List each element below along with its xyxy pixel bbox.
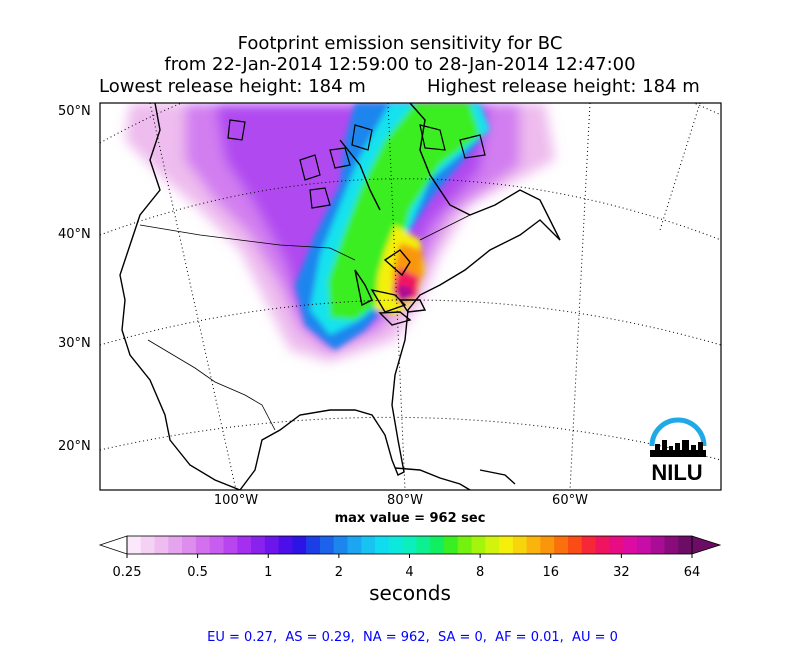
colorbar-cell: [388, 536, 404, 554]
colorbar-tick-label: 0.5: [187, 565, 208, 580]
colorbar-cell: [540, 536, 555, 554]
colorbar-cell: [678, 536, 693, 554]
colorbar-cell: [278, 536, 293, 554]
colorbar-tick-label: 0.25: [112, 565, 142, 580]
lon-label-60w: 60°W: [552, 493, 588, 508]
colorbar-cell: [333, 536, 349, 554]
colorbar-cell: [375, 536, 390, 554]
lat-label-20: 20°N: [58, 439, 91, 454]
colorbar-tick-label: 32: [613, 565, 630, 580]
colorbar-cell: [526, 536, 542, 554]
region-summary: EU = 0.27, AS = 0.29, NA = 962, SA = 0, …: [207, 630, 618, 645]
lowest-release-height: Lowest release height: 184 m: [99, 76, 366, 97]
colorbar-cell: [264, 536, 280, 554]
colorbar-cell: [567, 536, 583, 554]
colorbar-cell: [416, 536, 431, 554]
lat-label-50: 50°N: [58, 104, 91, 119]
colorbar-cell: [457, 536, 473, 554]
colorbar-cell: [595, 536, 610, 554]
lakes: [227, 119, 486, 209]
max-value-label: max value = 962 sec: [334, 511, 486, 526]
colorbar-under-arrow: [98, 535, 128, 555]
colorbar-cell: [485, 536, 500, 554]
sensitivity-field: [125, 103, 555, 362]
colorbar-cell: [623, 536, 638, 554]
colorbar-tick-label: 2: [334, 565, 344, 580]
colorbar-tick-label: 16: [542, 565, 560, 580]
colorbar-over-arrow: [691, 535, 722, 555]
colorbar-cell: [195, 536, 211, 554]
graticule: [100, 103, 721, 490]
lat-label-30: 30°N: [58, 336, 91, 351]
colorbar-cell: [443, 536, 459, 554]
colorbar-tick-label: 4: [405, 565, 414, 580]
colorbar-cell: [154, 536, 169, 554]
borders: [139, 214, 471, 431]
colorbar-cell: [140, 536, 156, 554]
lon-label-80w: 80°W: [387, 493, 423, 508]
colorbar-cell: [581, 536, 597, 554]
colorbar-cell: [609, 536, 624, 554]
plot-time-range: from 22-Jan-2014 12:59:00 to 28-Jan-2014…: [164, 54, 636, 75]
colorbar-cell: [237, 536, 252, 554]
highest-release-height: Highest release height: 184 m: [427, 76, 700, 97]
colorbar-cell: [402, 536, 417, 554]
colorbar-cell: [319, 536, 335, 554]
colorbar-tick-label: 8: [475, 565, 485, 580]
colorbar-cell: [168, 536, 183, 554]
colorbar-cells: [127, 536, 693, 554]
plot-title: Footprint emission sensitivity for BC: [237, 33, 563, 54]
lon-label-100w: 100°W: [213, 493, 259, 508]
colorbar-cell: [182, 536, 197, 554]
colorbar-cell: [499, 536, 514, 554]
colorbar-tick-label: 1: [264, 565, 273, 580]
colorbar-cell: [512, 536, 528, 554]
colorbar-tick-label: 64: [683, 565, 701, 580]
nilu-logo: NILU: [649, 417, 707, 485]
colorbar-cell: [471, 536, 486, 554]
colorbar-label: seconds: [369, 581, 451, 605]
colorbar-cell: [127, 536, 142, 554]
map-frame: [99, 102, 722, 491]
colorbar-cell: [209, 536, 225, 554]
colorbar: [98, 535, 722, 558]
nilu-logo-text: NILU: [651, 460, 702, 485]
colorbar-cell: [292, 536, 307, 554]
colorbar-cell: [650, 536, 666, 554]
footprint-map: NILU: [99, 102, 722, 491]
colorbar-cell: [636, 536, 652, 554]
colorbar-cell: [430, 536, 445, 554]
colorbar-cell: [347, 536, 362, 554]
colorbar-cell: [223, 536, 238, 554]
colorbar-cell: [554, 536, 569, 554]
colorbar-cell: [361, 536, 376, 554]
colorbar-cell: [306, 536, 321, 554]
colorbar-cell: [251, 536, 266, 554]
lat-label-40: 40°N: [58, 227, 91, 242]
colorbar-ticks: [126, 554, 693, 558]
colorbar-cell: [664, 536, 679, 554]
